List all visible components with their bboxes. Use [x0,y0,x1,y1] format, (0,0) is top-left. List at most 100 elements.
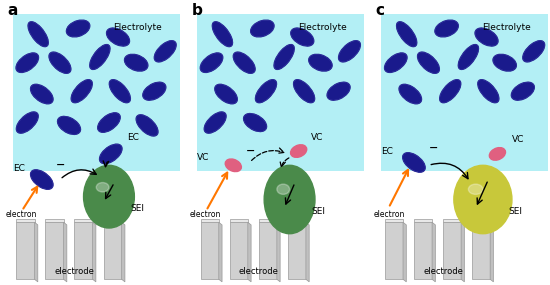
Ellipse shape [58,117,80,134]
Polygon shape [122,222,125,282]
Ellipse shape [109,80,130,103]
Text: c: c [376,3,385,18]
Polygon shape [306,222,309,282]
Ellipse shape [309,54,332,71]
Ellipse shape [124,54,148,71]
Bar [385,219,403,222]
Ellipse shape [274,44,294,70]
Ellipse shape [244,114,267,131]
Text: −: − [56,160,65,170]
Ellipse shape [475,28,498,46]
Bar [230,219,248,222]
Bar [385,222,403,279]
Ellipse shape [143,82,166,100]
Ellipse shape [264,165,315,234]
Text: EC: EC [381,147,393,156]
Ellipse shape [200,53,223,72]
Ellipse shape [291,28,313,46]
Text: −: − [246,146,255,156]
Text: VC: VC [512,135,524,144]
Polygon shape [92,222,96,282]
Ellipse shape [439,80,461,103]
Polygon shape [490,222,493,282]
Bar [201,222,219,279]
Ellipse shape [327,82,350,100]
Ellipse shape [251,20,274,37]
Ellipse shape [49,52,71,73]
Text: VC: VC [197,152,210,162]
Ellipse shape [16,112,38,133]
Bar [230,222,248,279]
Bar [288,222,306,279]
Ellipse shape [478,80,499,103]
Text: electron: electron [374,209,405,219]
Ellipse shape [204,112,226,133]
Text: electron: electron [6,209,37,219]
Bar [258,219,277,222]
Text: Electrolyte: Electrolyte [482,23,531,32]
Polygon shape [277,222,280,282]
Bar [13,14,180,171]
Ellipse shape [136,115,158,136]
Ellipse shape [384,53,407,72]
Bar [103,219,122,222]
Bar [258,222,277,279]
Text: EC: EC [13,164,25,173]
Ellipse shape [215,84,237,104]
Bar [288,219,306,222]
Text: electron: electron [190,209,221,219]
Bar [381,14,548,171]
Text: SEI: SEI [311,207,326,216]
Ellipse shape [399,84,421,104]
Ellipse shape [454,165,512,234]
Polygon shape [403,222,406,282]
Text: Electrolyte: Electrolyte [114,23,162,32]
Ellipse shape [523,41,544,62]
Ellipse shape [96,183,109,192]
Text: b: b [191,3,202,18]
Bar [46,219,64,222]
Ellipse shape [90,44,110,70]
Ellipse shape [100,144,122,164]
Bar [414,219,432,222]
Polygon shape [461,222,464,282]
Ellipse shape [71,80,92,103]
Ellipse shape [16,53,39,72]
Ellipse shape [490,148,505,160]
Ellipse shape [493,54,516,71]
Ellipse shape [397,22,417,47]
Text: −: − [428,143,438,153]
Text: electrode: electrode [423,266,463,276]
Ellipse shape [28,22,48,47]
Ellipse shape [403,153,425,172]
Ellipse shape [255,80,277,103]
Ellipse shape [512,82,534,100]
Text: VC: VC [311,133,324,142]
Ellipse shape [31,84,53,104]
Bar [414,222,432,279]
Polygon shape [432,222,436,282]
Bar [16,222,35,279]
Polygon shape [248,222,251,282]
Ellipse shape [226,159,241,172]
Polygon shape [219,222,222,282]
Bar [443,222,461,279]
Text: electrode: electrode [239,266,279,276]
Ellipse shape [339,41,360,62]
Bar [16,219,35,222]
Bar [472,222,490,279]
Bar [201,219,219,222]
Bar [74,219,92,222]
Ellipse shape [31,170,53,189]
Ellipse shape [98,113,120,132]
Ellipse shape [435,20,458,37]
Ellipse shape [458,44,478,70]
Text: electrode: electrode [54,266,95,276]
Text: EC: EC [127,133,139,142]
Ellipse shape [84,165,134,228]
Bar [74,222,92,279]
Bar [197,14,364,171]
Ellipse shape [155,41,176,62]
Bar [46,222,64,279]
Text: a: a [7,3,18,18]
